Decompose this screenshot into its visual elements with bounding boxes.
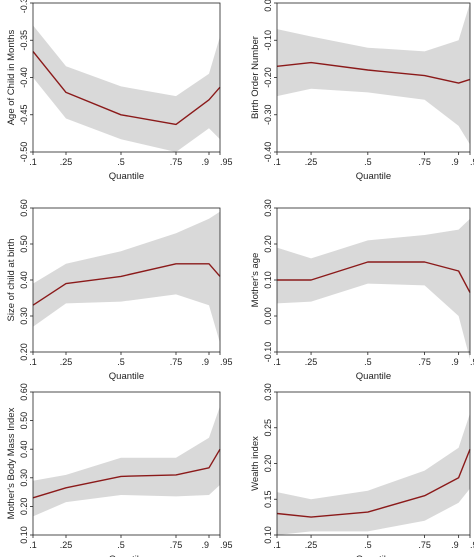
y-tick-label: 0.50: [19, 412, 29, 430]
y-tick-label: 0.10: [263, 271, 273, 289]
y-tick-label: 0.00: [263, 0, 273, 12]
x-tick-label: .9: [451, 540, 459, 550]
y-tick-label: 0.30: [263, 199, 273, 217]
x-axis-title: Quantile: [356, 554, 391, 557]
y-tick-label: 0.20: [19, 343, 29, 361]
x-tick-label: .75: [418, 357, 431, 367]
x-axis-title: Quantile: [109, 554, 144, 557]
x-tick-label: .95: [470, 357, 474, 367]
y-tick-label: -0.50: [19, 142, 29, 163]
x-tick-label: .5: [364, 157, 372, 167]
x-axis-title: Quantile: [356, 371, 391, 382]
x-tick-label: .1: [273, 540, 281, 550]
x-tick-label: .25: [60, 357, 73, 367]
x-tick-label: .9: [201, 540, 209, 550]
x-tick-label: .1: [29, 540, 37, 550]
x-tick-label: .9: [451, 157, 459, 167]
x-tick-label: .95: [220, 540, 233, 550]
y-tick-label: 0.30: [19, 307, 29, 325]
y-tick-label: 0.10: [263, 526, 273, 544]
y-tick-label: 0.20: [263, 235, 273, 253]
y-tick-label: -0.10: [263, 30, 273, 51]
x-tick-label: .5: [364, 540, 372, 550]
x-tick-label: .95: [470, 540, 474, 550]
estimate-line-4: [277, 261, 471, 293]
panel-5: 0.10 0.20 0.30 0.40 0.50 0.60 .1 .25 .5 .75 .9 .95 Q…: [6, 383, 233, 557]
confidence-band-3: [33, 211, 220, 343]
y-tick-label: 0.60: [19, 199, 29, 217]
y-tick-label: -0.45: [19, 104, 29, 125]
y-tick-label: -0.10: [263, 342, 273, 363]
estimate-line-3: [32, 263, 221, 306]
x-tick-label: .1: [273, 357, 281, 367]
x-tick-label: .75: [418, 540, 431, 550]
y-tick-label: -0.40: [19, 67, 29, 88]
y-tick-label: 0.10: [19, 526, 29, 544]
x-tick-label: .9: [201, 357, 209, 367]
x-tick-label: .25: [305, 540, 318, 550]
x-tick-label: .25: [305, 357, 318, 367]
x-tick-label: .5: [117, 157, 125, 167]
panel-4: -0.10 0.00 0.10 0.20 0.30 .1 .25 .5 .75 .9 .95 Quan…: [250, 199, 474, 382]
x-tick-label: .5: [117, 540, 125, 550]
y-tick-label: 0.00: [263, 307, 273, 325]
y-axis-title: Size of child at birth: [6, 239, 17, 322]
y-axis-title: Age of Child in Months: [6, 29, 17, 125]
y-tick-label: 0.20: [19, 498, 29, 516]
y-axis-title: Wealth index: [250, 436, 261, 491]
y-tick-label: -0.35: [19, 30, 29, 51]
y-tick-label: -0.40: [263, 142, 273, 163]
x-tick-label: .1: [273, 157, 281, 167]
x-tick-label: .95: [220, 357, 233, 367]
y-axis-title: Birth Order Number: [250, 36, 261, 119]
panel-2: -0.40 -0.30 -0.20 -0.10 0.00 .1 .25 .5 .75 .9 .95 Q…: [250, 0, 474, 182]
panel-3: 0.20 0.30 0.40 0.50 0.60 .1 .25 .5 .75 .9 .95 Quant…: [6, 199, 233, 382]
x-tick-label: .95: [220, 157, 233, 167]
panel-6: 0.10 0.15 0.20 0.25 0.30 .1 .25 .5 .75 .9 .95 Quant…: [250, 383, 474, 557]
y-axis-title: Mother's age: [250, 253, 261, 308]
y-tick-label: 0.60: [19, 383, 29, 401]
y-tick-label: 0.25: [263, 419, 273, 437]
y-tick-label: 0.20: [263, 455, 273, 473]
x-tick-label: .5: [364, 357, 372, 367]
x-tick-label: .95: [470, 157, 474, 167]
x-axis-title: Quantile: [109, 371, 144, 382]
x-tick-label: .75: [170, 357, 183, 367]
x-tick-label: .9: [451, 357, 459, 367]
x-tick-label: .25: [60, 540, 73, 550]
y-axis-title: Mother's Body Mass Index: [6, 407, 17, 519]
estimate-line-2: [276, 61, 471, 84]
y-tick-label: -0.30: [263, 104, 273, 125]
x-axis-title: Quantile: [356, 171, 391, 182]
x-tick-label: .75: [418, 157, 431, 167]
y-tick-label: 0.50: [19, 235, 29, 253]
confidence-band-2: [277, 3, 470, 145]
y-tick-label: 0.15: [263, 490, 273, 508]
confidence-band-1: [33, 25, 220, 152]
x-tick-label: .1: [29, 157, 37, 167]
panel-1: -0.50 -0.45 -0.40 -0.35 -0.30 .1 .25 .5 .75 .9 .95…: [6, 0, 233, 182]
estimate-line-5: [32, 448, 221, 499]
estimate-line-1: [32, 50, 221, 126]
estimate-line-6: [276, 448, 471, 518]
x-tick-label: .5: [117, 357, 125, 367]
y-tick-label: 0.40: [19, 440, 29, 458]
x-tick-label: .25: [60, 157, 73, 167]
x-axis-title: Quantile: [109, 171, 144, 182]
y-tick-label: -0.20: [263, 67, 273, 88]
x-tick-label: .25: [305, 157, 318, 167]
y-tick-label: -0.30: [19, 0, 29, 13]
y-tick-label: 0.40: [19, 271, 29, 289]
confidence-band-6: [277, 413, 470, 535]
plot-frame-5: [32, 391, 221, 536]
confidence-band-5: [33, 406, 220, 517]
x-tick-label: .9: [201, 157, 209, 167]
x-tick-label: .75: [170, 157, 183, 167]
x-tick-label: .75: [170, 540, 183, 550]
y-tick-label: 0.30: [263, 383, 273, 401]
confidence-band-4: [277, 218, 470, 360]
x-tick-label: .1: [29, 357, 37, 367]
y-tick-label: 0.30: [19, 469, 29, 487]
